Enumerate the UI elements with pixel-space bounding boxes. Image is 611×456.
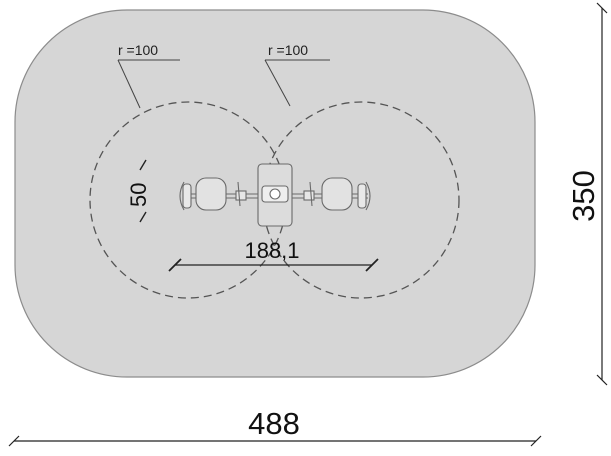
equipment-icon [179, 163, 371, 227]
center-dimension-line [168, 258, 379, 272]
radius-label-right: r =100 [268, 42, 308, 58]
inner-dimension-ticks [139, 159, 147, 223]
width-dimension-label: 488 [248, 406, 300, 441]
width-dimension-line [8, 435, 542, 447]
radius-leader-right [264, 59, 330, 107]
swing-circle-right [262, 101, 460, 299]
height-dimension-label: 350 [566, 170, 601, 222]
inner-dimension-label: 50 [126, 183, 151, 207]
radius-leader-left [117, 59, 180, 109]
center-dimension-label: 188,1 [244, 238, 299, 263]
height-dimension-line [596, 2, 608, 386]
radius-label-left: r =100 [118, 42, 158, 58]
